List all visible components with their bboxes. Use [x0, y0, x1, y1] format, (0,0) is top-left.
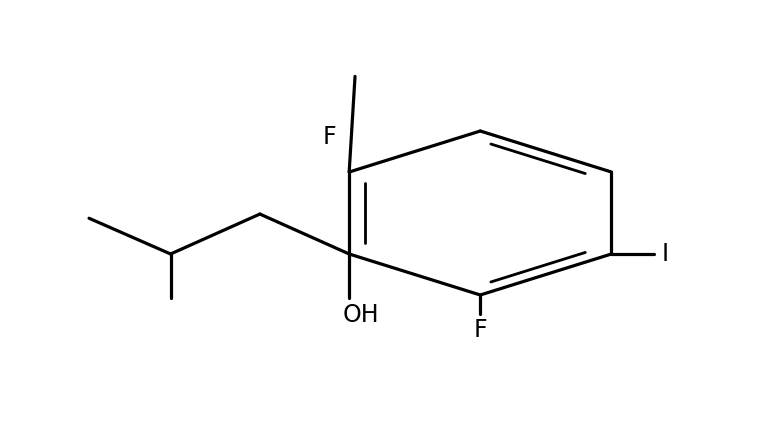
Text: OH: OH [343, 303, 379, 327]
Text: F: F [323, 125, 336, 149]
Text: F: F [473, 318, 487, 342]
Text: I: I [662, 242, 669, 266]
